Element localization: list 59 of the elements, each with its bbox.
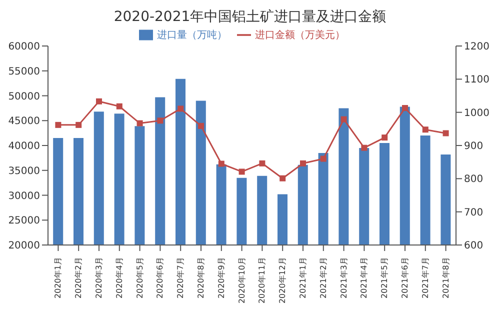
y-tick-label: 40000 xyxy=(8,141,40,152)
y-tick-label: 60000 xyxy=(8,42,40,53)
x-tick-label: 2020年1月 xyxy=(54,257,63,298)
point xyxy=(178,106,184,112)
x-tick-label: 2021年7月 xyxy=(420,257,430,298)
y-tick-label: 20000 xyxy=(8,240,40,252)
x-tick-label: 2021年3月 xyxy=(339,257,348,298)
x-tick-label: 2021年5月 xyxy=(380,257,390,298)
x-tick-label: 2021年8月 xyxy=(441,257,450,298)
point xyxy=(136,120,143,126)
point xyxy=(238,168,245,175)
x-tick-label: 2020年7月 xyxy=(176,257,186,298)
point xyxy=(96,98,102,104)
y2-tick-label: 1100 xyxy=(464,74,490,86)
point xyxy=(320,156,326,162)
y2-tick-label: 900 xyxy=(464,141,484,152)
x-tick-label: 2021年6月 xyxy=(400,257,410,298)
y-tick-label: 25000 xyxy=(8,216,40,227)
x-tick-label: 2020年8月 xyxy=(196,257,206,298)
x-tick-label: 2021年2月 xyxy=(318,257,328,298)
y2-tick-label: 800 xyxy=(464,174,484,186)
x-tick-label: 2021年1月 xyxy=(298,257,308,298)
point xyxy=(300,160,306,166)
legend-label: 进口金额（万美元） xyxy=(255,30,345,41)
x-tick-label: 2020年2月 xyxy=(74,257,84,298)
point xyxy=(198,122,204,129)
x-tick-label: 2020年10月 xyxy=(237,257,246,304)
point xyxy=(382,134,388,141)
x-tick-label: 2020年11月 xyxy=(258,257,267,304)
x-tick-label: 2020年3月 xyxy=(94,257,104,298)
x-tick-label: 2020年12月 xyxy=(278,257,288,304)
point xyxy=(402,105,408,112)
point xyxy=(422,126,428,133)
point xyxy=(116,103,122,110)
y2-tick-label: 600 xyxy=(464,240,484,252)
x-tick-label: 2020年9月 xyxy=(216,257,226,298)
legend-label: 进口量（万吨） xyxy=(157,30,227,41)
point xyxy=(76,122,82,128)
x-tick-label: 2020年5月 xyxy=(135,257,144,298)
y-tick-label: 35000 xyxy=(8,166,40,177)
point xyxy=(361,144,368,151)
y2-tick-label: 1200 xyxy=(464,42,490,53)
y-tick-label: 50000 xyxy=(8,91,40,102)
y2-tick-label: 700 xyxy=(464,207,484,218)
point xyxy=(55,122,62,128)
point xyxy=(340,116,347,122)
y-tick-label: 55000 xyxy=(8,66,40,78)
point xyxy=(218,160,224,167)
y-tick-label: 30000 xyxy=(8,190,40,202)
x-tick-label: 2021年4月 xyxy=(360,257,369,298)
point xyxy=(259,160,266,166)
y2-tick-label: 1000 xyxy=(464,108,490,119)
x-tick-label: 2020年4月 xyxy=(114,257,124,298)
chart-title: 2020-2021年中国铝土矿进口量及进口金额 xyxy=(112,8,388,27)
x-tick-label: 2020年6月 xyxy=(156,257,165,298)
point xyxy=(157,118,164,124)
point xyxy=(280,175,286,182)
point xyxy=(442,130,449,136)
y-tick-label: 45000 xyxy=(8,116,40,128)
